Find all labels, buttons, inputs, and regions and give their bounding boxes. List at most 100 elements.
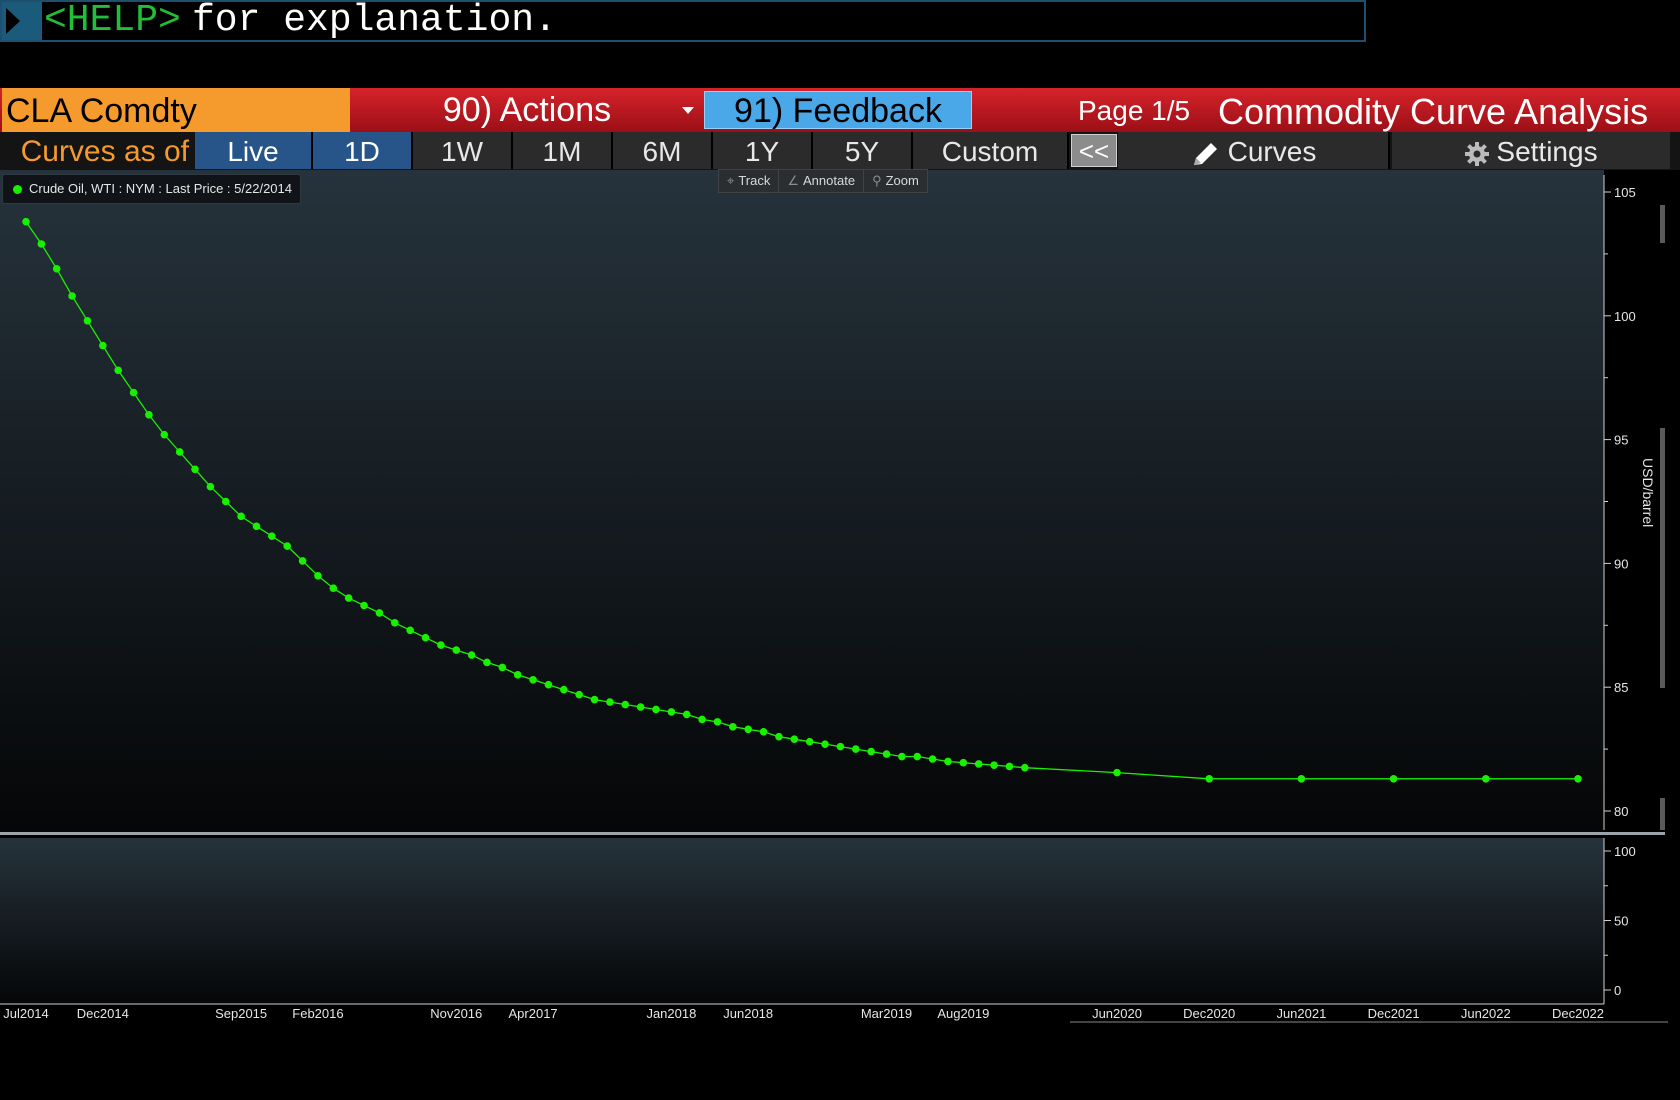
gear-icon — [1465, 141, 1490, 166]
data-point — [406, 626, 414, 635]
y-tick-label: 85 — [1614, 680, 1628, 695]
magnifier-icon: ⚲ — [872, 173, 882, 188]
command-arrow-icon — [2, 2, 42, 40]
data-point — [1021, 763, 1029, 772]
data-point — [175, 448, 184, 456]
data-point — [744, 725, 753, 734]
data-point — [498, 663, 507, 672]
data-point — [805, 737, 814, 746]
sub-y-tick-label: 100 — [1614, 844, 1636, 859]
data-point — [237, 512, 245, 521]
x-tick-label: Dec2022 — [1552, 1006, 1604, 1021]
track-tool[interactable]: ⌖ Track — [719, 170, 780, 192]
y-tick-label: 100 — [1614, 309, 1636, 324]
crosshair-icon: ⌖ — [727, 173, 735, 188]
x-tick-label: Apr2017 — [509, 1006, 558, 1021]
data-point — [221, 497, 230, 506]
range-1y-button[interactable]: 1Y — [713, 132, 813, 169]
data-point — [959, 758, 968, 767]
curves-as-of-label: Curves as of — [20, 135, 189, 168]
x-tick-label: Jun2018 — [723, 1006, 773, 1021]
data-point — [636, 703, 645, 711]
series-line — [25, 221, 1578, 780]
x-tick-label: Jun2020 — [1092, 1006, 1142, 1021]
data-point — [1297, 775, 1306, 783]
settings-label: Settings — [1496, 136, 1598, 167]
data-point — [867, 747, 875, 756]
y-tick-label: 90 — [1614, 556, 1628, 571]
data-point — [667, 708, 676, 716]
scroll-handle[interactable] — [1660, 798, 1665, 830]
annotate-tool[interactable]: ∠ Annotate — [779, 170, 865, 192]
data-point — [129, 388, 138, 397]
range-live-button[interactable]: Live — [195, 132, 313, 169]
scroll-handle[interactable] — [1660, 205, 1665, 243]
data-point — [851, 745, 860, 753]
x-tick-label: Jan2018 — [646, 1006, 696, 1021]
data-point — [1482, 775, 1490, 783]
data-point — [1574, 775, 1582, 783]
zoom-tool[interactable]: ⚲ Zoom — [872, 173, 919, 188]
sub-y-tick-label: 0 — [1614, 983, 1621, 998]
data-point — [37, 240, 46, 248]
ticker-field[interactable]: CLA Comdty — [2, 88, 350, 132]
curves-button[interactable]: Curves — [1118, 132, 1390, 169]
sub-plot-area[interactable] — [0, 838, 1604, 1004]
collapse-button[interactable]: << — [1071, 134, 1117, 167]
range-custom-button[interactable]: Custom — [913, 132, 1069, 169]
sub-y-tick-label: 50 — [1614, 914, 1628, 929]
x-tick-label: Dec2021 — [1368, 1006, 1420, 1021]
data-point — [1389, 775, 1398, 783]
x-tick-label: Mar2019 — [861, 1006, 912, 1021]
chart-legend[interactable]: Crude Oil, WTI : NYM : Last Price : 5/22… — [2, 174, 301, 204]
range-5y-button[interactable]: 5Y — [813, 132, 913, 169]
range-1m-button[interactable]: 1M — [513, 132, 613, 169]
data-point — [206, 482, 215, 491]
main-plot-area[interactable] — [0, 170, 1604, 832]
data-point — [344, 594, 353, 602]
data-point — [452, 646, 461, 654]
data-point — [83, 316, 92, 325]
data-point — [360, 601, 368, 610]
x-tick-label: Dec2020 — [1183, 1006, 1235, 1021]
data-point — [990, 761, 998, 769]
data-point — [974, 760, 983, 768]
feedback-button[interactable]: 91) Feedback — [704, 91, 972, 130]
data-point — [283, 542, 292, 550]
data-point — [22, 217, 30, 226]
range-1w-button[interactable]: 1W — [413, 132, 513, 169]
data-point — [882, 750, 891, 758]
command-line[interactable]: <HELP> for explanation. — [0, 0, 1366, 42]
curves-label: Curves — [1227, 136, 1317, 167]
data-point — [606, 698, 614, 706]
chart-tools: ⌖ Track ∠ Annotate ⚲ Zoom — [718, 169, 928, 193]
x-tick-label: Jun2022 — [1461, 1006, 1511, 1021]
x-tick-label: Sep2015 — [215, 1006, 267, 1021]
command-hint: for explanation. — [192, 0, 557, 42]
x-tick-label: Nov2016 — [430, 1006, 482, 1021]
data-point — [1005, 762, 1014, 771]
pencil-icon — [1193, 142, 1217, 165]
data-point — [575, 690, 583, 699]
range-6m-button[interactable]: 6M — [613, 132, 713, 169]
data-point — [375, 609, 384, 617]
series-marker-icon — [13, 185, 22, 194]
data-point — [698, 715, 706, 724]
data-point — [590, 695, 599, 704]
data-point — [775, 732, 783, 741]
data-point — [682, 710, 691, 719]
data-point — [252, 522, 261, 531]
help-tag: <HELP> — [44, 0, 181, 42]
settings-button[interactable]: Settings — [1392, 132, 1670, 169]
app-title: Commodity Curve Analysis — [1218, 91, 1649, 132]
panel-divider[interactable] — [0, 832, 1665, 835]
y-tick-label: 95 — [1614, 433, 1628, 448]
data-point — [298, 557, 307, 565]
data-point — [1113, 768, 1121, 777]
actions-menu[interactable]: 90) Actions — [352, 88, 702, 130]
data-point — [52, 264, 61, 273]
range-1d-button[interactable]: 1D — [313, 132, 413, 169]
data-point — [898, 752, 906, 761]
scroll-handle[interactable] — [1660, 428, 1665, 688]
